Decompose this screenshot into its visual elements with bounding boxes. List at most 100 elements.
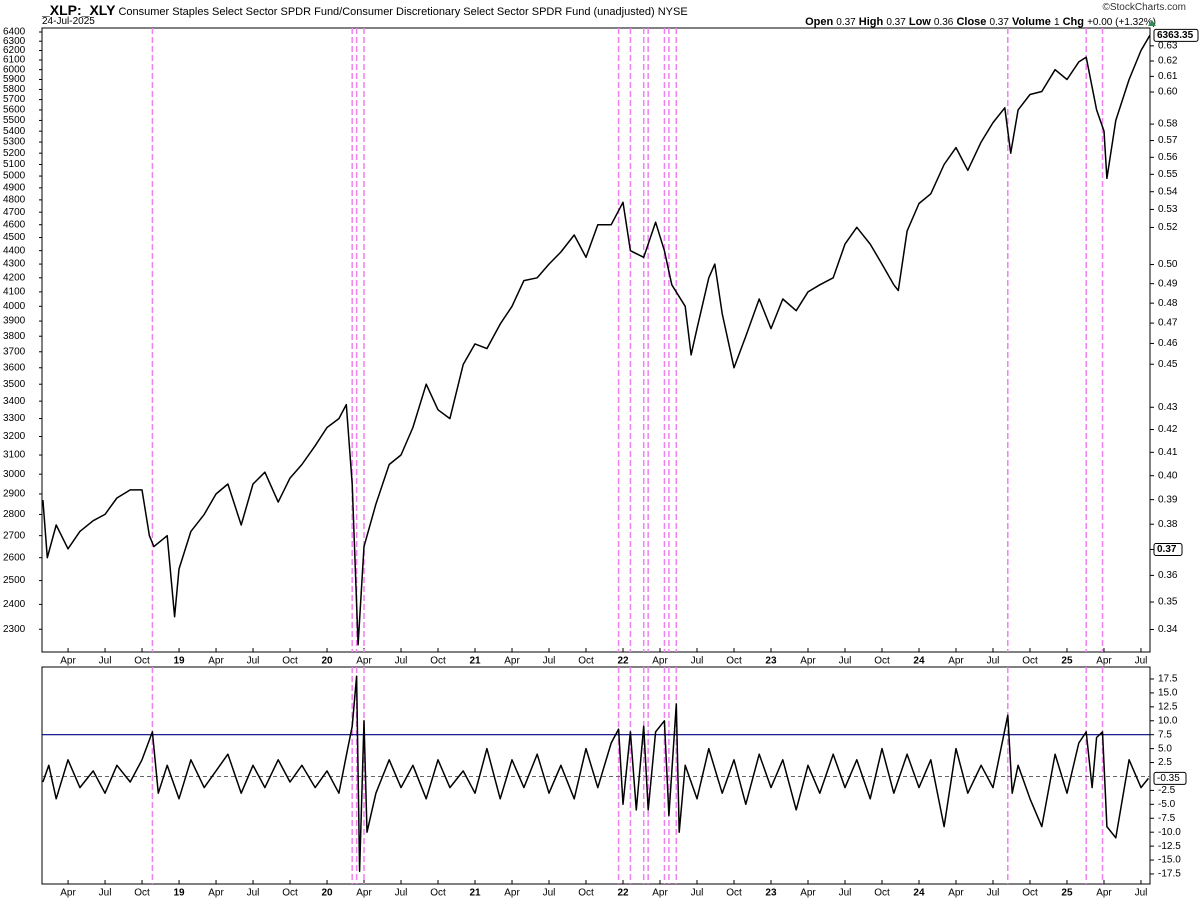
x-tick-label: 25 xyxy=(1061,888,1073,899)
y-tick-label: 4800 xyxy=(3,195,26,206)
y-tick-label: 3000 xyxy=(3,469,26,480)
x-tick-label: Jul xyxy=(395,656,408,667)
y-tick-label: 3500 xyxy=(3,379,26,390)
y-tick-label: 3400 xyxy=(3,396,26,407)
quote-label: Volume xyxy=(1012,16,1051,28)
x-tick-label: Jul xyxy=(99,888,112,899)
y-tick-label: 2400 xyxy=(3,599,26,610)
x-tick-label: Apr xyxy=(356,888,372,899)
y-tick-label: 4100 xyxy=(3,287,26,298)
y-tick-label: 3800 xyxy=(3,331,26,342)
quote-row: Open 0.37 High 0.37 Low 0.36 Close 0.37 … xyxy=(805,16,1156,28)
y-tick-label: 7.5 xyxy=(1158,729,1172,740)
y-tick-label: 5800 xyxy=(3,84,26,95)
y-tick-label: 6200 xyxy=(3,45,26,56)
y2-tick-label: 0.43 xyxy=(1158,402,1178,413)
y2-tick-label: 0.63 xyxy=(1158,40,1178,51)
y-tick-label: 3900 xyxy=(3,316,26,327)
y-tick-label: 5900 xyxy=(3,74,26,85)
x-tick-label: Apr xyxy=(652,656,668,667)
up-arrow xyxy=(1148,20,1156,26)
y-tick-label: 5200 xyxy=(3,148,26,159)
y2-tick-label: 0.49 xyxy=(1158,278,1178,289)
y2-tick-label: 0.45 xyxy=(1158,359,1178,370)
x-tick-label: Apr xyxy=(948,656,964,667)
x-tick-label: Jul xyxy=(543,888,556,899)
x-tick-label: 20 xyxy=(321,888,333,899)
series-line xyxy=(42,34,1151,646)
y-tick-label: 6400 xyxy=(3,27,26,38)
y2-tick-label: 0.40 xyxy=(1158,470,1178,481)
y-tick-label: -15.0 xyxy=(1158,855,1181,866)
x-tick-label: Jul xyxy=(543,656,556,667)
y-tick-label: 5.0 xyxy=(1158,743,1172,754)
panel-frame xyxy=(41,666,1151,885)
last-value-label: 6363.35 xyxy=(1157,30,1194,41)
last-value-label: 0.37 xyxy=(1157,544,1177,555)
y-tick-label: 17.5 xyxy=(1158,674,1178,685)
x-tick-label: Jul xyxy=(99,656,112,667)
description: Consumer Staples Select Sector SPDR Fund… xyxy=(118,6,655,18)
x-tick-label: Oct xyxy=(1022,656,1038,667)
y2-tick-label: 0.41 xyxy=(1158,447,1178,458)
y2-tick-label: 0.50 xyxy=(1158,259,1178,270)
x-tick-label: Oct xyxy=(430,656,446,667)
x-tick-label: Oct xyxy=(282,888,298,899)
y-tick-label: 6000 xyxy=(3,64,26,75)
quote-value: +0.00 (+1.32%) xyxy=(1087,17,1156,28)
y-tick-label: 3700 xyxy=(3,346,26,357)
y2-tick-label: 0.39 xyxy=(1158,494,1178,505)
y-tick-label: 5300 xyxy=(3,137,26,148)
y-tick-label: 2300 xyxy=(3,624,26,635)
x-tick-label: Apr xyxy=(800,888,816,899)
y-tick-label: 4000 xyxy=(3,301,26,312)
x-tick-label: Oct xyxy=(578,656,594,667)
y2-tick-label: 0.61 xyxy=(1158,71,1178,82)
x-tick-label: Apr xyxy=(948,888,964,899)
y2-tick-label: 0.34 xyxy=(1158,624,1178,635)
brand: ©StockCharts.com xyxy=(1102,2,1186,13)
y2-tick-label: 0.53 xyxy=(1158,204,1178,215)
y2-tick-label: 0.46 xyxy=(1158,338,1178,349)
y2-tick-label: 0.35 xyxy=(1158,597,1178,608)
y2-tick-label: 0.57 xyxy=(1158,135,1178,146)
y2-tick-label: 0.42 xyxy=(1158,424,1178,435)
quote-value: 0.37 xyxy=(886,17,906,28)
x-tick-label: Apr xyxy=(60,888,76,899)
x-tick-label: Oct xyxy=(726,888,742,899)
x-tick-label: Jul xyxy=(691,656,704,667)
x-tick-label: Jul xyxy=(987,656,1000,667)
x-tick-label: 24 xyxy=(913,888,925,899)
title-row: _XLP:_XLY Consumer Staples Select Sector… xyxy=(42,2,688,18)
y-tick-label: 5000 xyxy=(3,171,26,182)
y-tick-label: 2900 xyxy=(3,489,26,500)
x-tick-label: Apr xyxy=(504,656,520,667)
x-tick-label: Oct xyxy=(874,888,890,899)
quote-value: 0.37 xyxy=(989,17,1009,28)
y-tick-label: 6100 xyxy=(3,55,26,66)
y-tick-label: 6300 xyxy=(3,36,26,47)
y-tick-label: 2700 xyxy=(3,530,26,541)
y2-tick-label: 0.38 xyxy=(1158,519,1178,530)
x-tick-label: 22 xyxy=(617,656,629,667)
x-tick-label: Jul xyxy=(839,888,852,899)
x-tick-label: Jul xyxy=(247,656,260,667)
x-tick-label: Apr xyxy=(208,656,224,667)
x-tick-label: Jul xyxy=(1135,888,1148,899)
y-tick-label: 4900 xyxy=(3,182,26,193)
y-tick-label: -5.0 xyxy=(1158,799,1176,810)
y-tick-label: 3600 xyxy=(3,362,26,373)
quote-value: 0.36 xyxy=(933,17,954,28)
x-tick-label: 23 xyxy=(765,656,777,667)
x-tick-label: Jul xyxy=(691,888,704,899)
x-tick-label: Apr xyxy=(208,888,224,899)
y2-tick-label: 0.52 xyxy=(1158,222,1178,233)
x-tick-label: Jul xyxy=(1135,656,1148,667)
y-tick-label: 5700 xyxy=(3,94,26,105)
x-tick-label: 21 xyxy=(469,656,481,667)
x-tick-label: Oct xyxy=(134,656,150,667)
quote-value: 1 xyxy=(1053,17,1060,28)
y-tick-label: -17.5 xyxy=(1158,869,1181,880)
y-tick-label: 5100 xyxy=(3,159,26,170)
